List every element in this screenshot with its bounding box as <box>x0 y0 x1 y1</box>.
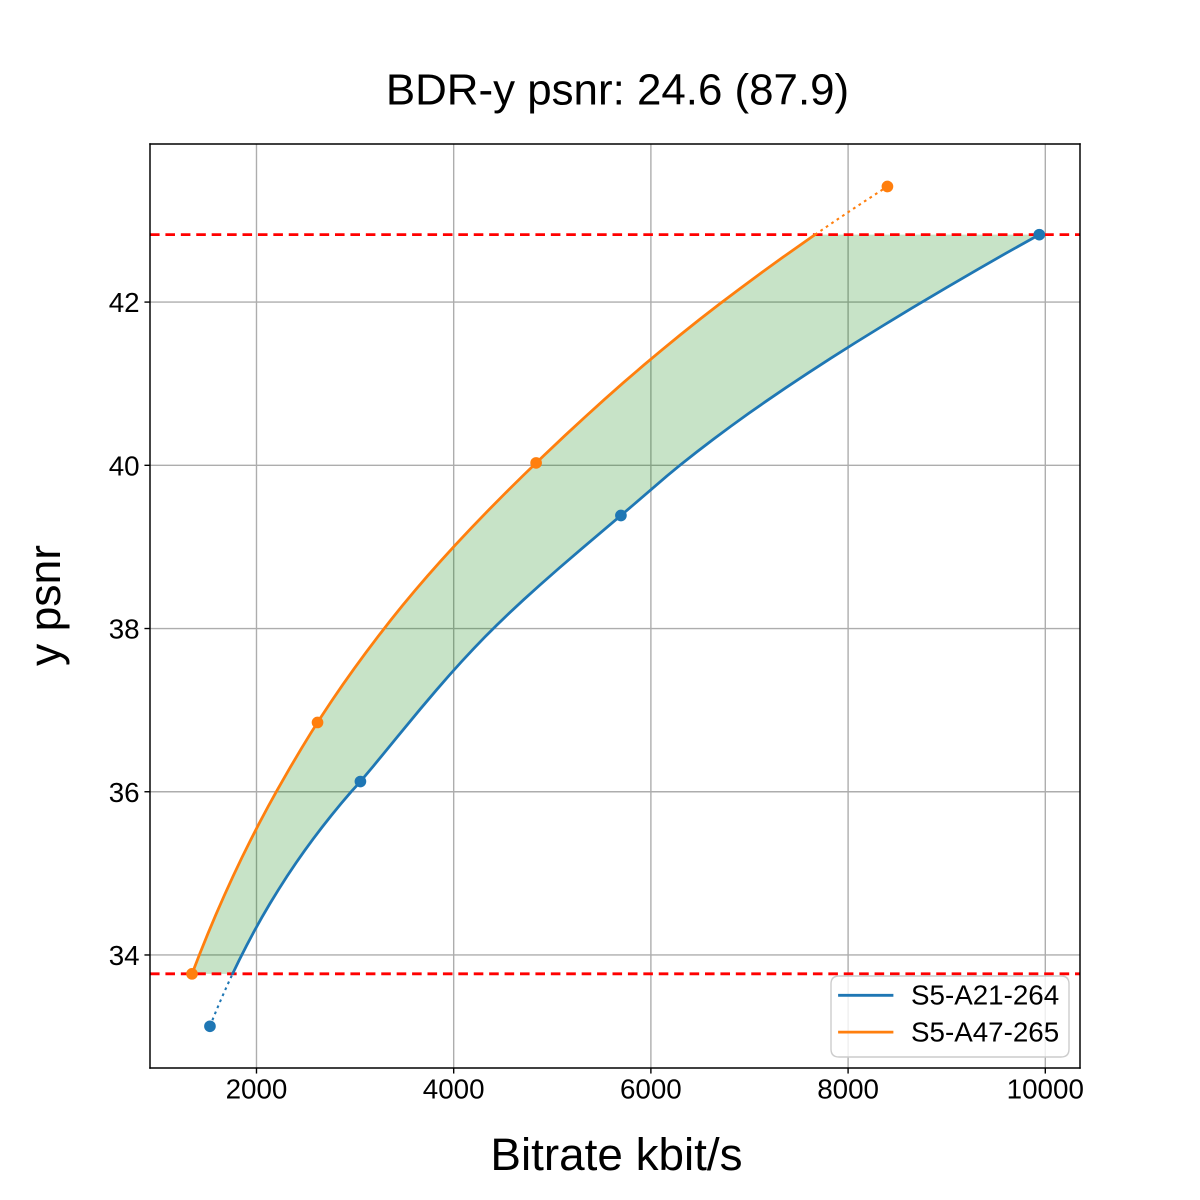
svg-text:42: 42 <box>109 287 140 318</box>
svg-text:Bitrate kbit/s: Bitrate kbit/s <box>490 1129 742 1180</box>
svg-text:4000: 4000 <box>423 1074 485 1105</box>
svg-text:y psnr: y psnr <box>21 545 70 666</box>
svg-text:34: 34 <box>109 940 140 971</box>
svg-text:BDR-y psnr: 24.6 (87.9): BDR-y psnr: 24.6 (87.9) <box>386 65 849 114</box>
svg-text:6000: 6000 <box>620 1074 682 1105</box>
svg-text:38: 38 <box>109 614 140 645</box>
svg-text:S5-A47-265: S5-A47-265 <box>911 1016 1059 1047</box>
svg-text:10000: 10000 <box>1007 1074 1084 1105</box>
svg-text:36: 36 <box>109 777 140 808</box>
svg-text:40: 40 <box>109 450 140 481</box>
svg-text:S5-A21-264: S5-A21-264 <box>911 980 1059 1011</box>
svg-text:8000: 8000 <box>817 1074 879 1105</box>
svg-text:2000: 2000 <box>226 1074 288 1105</box>
